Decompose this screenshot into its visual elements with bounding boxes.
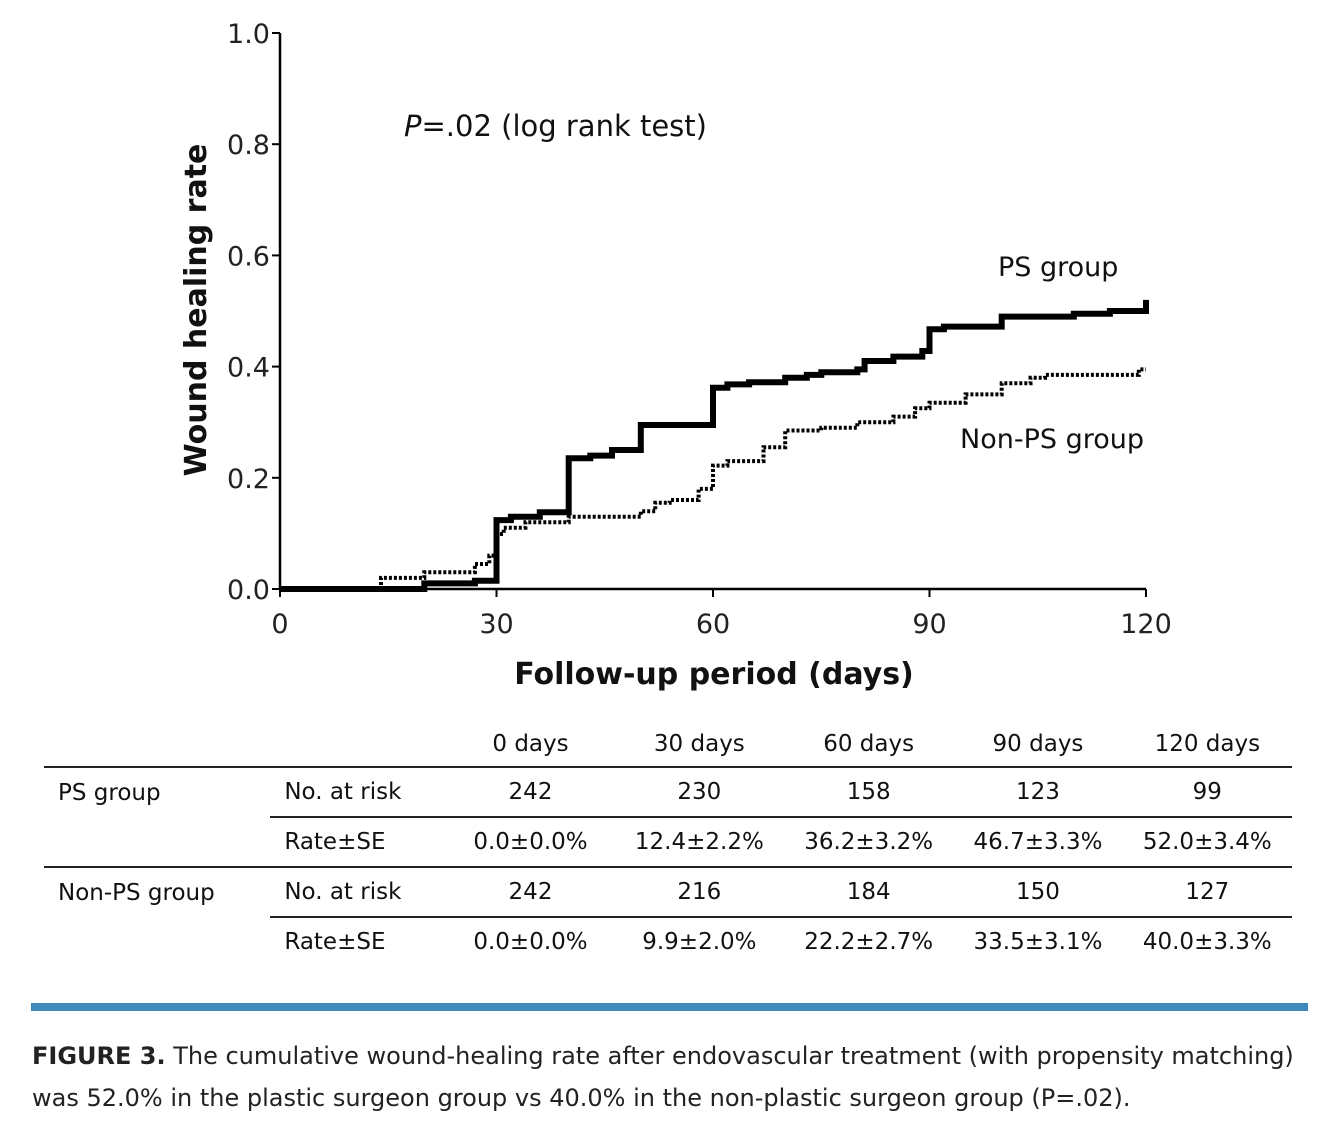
table-header-cell: 90 days xyxy=(992,731,1084,757)
series-label-ps: PS group xyxy=(998,252,1118,283)
figure-label: FIGURE 3. xyxy=(32,1042,166,1070)
table-cell: 46.7±3.3% xyxy=(953,816,1123,867)
table-cell: 0.0±0.0% xyxy=(446,816,615,867)
table-cell: 9.9±2.0% xyxy=(614,916,785,966)
caption-text: The cumulative wound-healing rate after … xyxy=(32,1042,1294,1112)
x-tick-label: 30 xyxy=(479,609,513,640)
row-group: Non-PS group xyxy=(44,866,271,917)
row-metric: No. at risk xyxy=(270,766,447,817)
x-tick-label: 0 xyxy=(271,609,288,640)
ps-group-curve xyxy=(280,299,1149,592)
table-cell: 158 xyxy=(784,766,954,817)
y-tick-label: 0.4 xyxy=(227,353,270,384)
risk-table: 0 days 30 days 60 days 90 days 120 days … xyxy=(44,722,1292,966)
row-group xyxy=(44,817,270,867)
table-cell: 184 xyxy=(784,866,954,917)
table-cell: 242 xyxy=(446,866,615,917)
table-cell: 150 xyxy=(953,866,1123,917)
x-tick-label: 60 xyxy=(696,609,730,640)
row-metric: No. at risk xyxy=(270,866,447,917)
y-tick-label: 0.2 xyxy=(227,464,270,495)
chart-series xyxy=(280,299,1149,592)
table-header-cell: 120 days xyxy=(1154,731,1261,757)
chart-ticks: 0.0 0.2 0.4 0.6 0.8 1.0 0 30 60 90 120 xyxy=(227,19,1172,640)
row-group: PS group xyxy=(44,766,271,817)
non-ps-group-curve xyxy=(280,367,1146,591)
y-tick-label: 0.6 xyxy=(227,241,270,272)
y-tick-label: 1.0 xyxy=(227,19,270,50)
table-cell: 52.0±3.4% xyxy=(1122,816,1292,867)
chart: 0.0 0.2 0.4 0.6 0.8 1.0 0 30 60 90 120 Wound heali… xyxy=(179,19,1172,692)
table-row: Rate±SE 0.0±0.0% 12.4±2.2% 36.2±3.2% 46.… xyxy=(44,816,1292,867)
figure-caption: FIGURE 3. The cumulative wound-healing r… xyxy=(32,1035,1317,1119)
table-header-blank xyxy=(270,722,446,767)
x-axis-title: Follow-up period (days) xyxy=(514,657,914,692)
caption-divider xyxy=(31,1003,1308,1011)
table-cell: 230 xyxy=(614,766,785,817)
table-header-cell: 0 days xyxy=(492,731,569,757)
table-cell: 0.0±0.0% xyxy=(446,916,615,966)
table-header-blank xyxy=(44,722,270,767)
table-cell: 33.5±3.1% xyxy=(953,916,1123,966)
table-row: Non-PS group No. at risk 242 216 184 150… xyxy=(44,866,1292,917)
table-header-row: 0 days 30 days 60 days 90 days 120 days xyxy=(44,722,1292,767)
x-tick-label: 90 xyxy=(912,609,946,640)
row-metric: Rate±SE xyxy=(270,816,447,867)
table-header-cell: 30 days xyxy=(653,731,745,757)
p-value-annotation: P=.02 (log rank test) xyxy=(404,109,707,143)
table-cell: 242 xyxy=(446,766,615,817)
table-cell: 127 xyxy=(1122,866,1292,917)
table-header-cell: 60 days xyxy=(823,731,915,757)
table-cell: 123 xyxy=(953,766,1123,817)
series-label-non-ps: Non-PS group xyxy=(960,424,1144,455)
table-cell: 36.2±3.2% xyxy=(784,816,954,867)
y-tick-label: 0.0 xyxy=(227,575,270,606)
y-axis-title: Wound healing rate xyxy=(179,144,214,477)
table-row: PS group No. at risk 242 230 158 123 99 xyxy=(44,766,1292,817)
table-cell: 216 xyxy=(614,866,785,917)
row-group xyxy=(44,917,270,966)
table-cell: 40.0±3.3% xyxy=(1122,916,1292,966)
x-tick-label: 120 xyxy=(1120,609,1172,640)
table-cell: 12.4±2.2% xyxy=(614,816,785,867)
row-metric: Rate±SE xyxy=(270,916,447,966)
table-cell: 22.2±2.7% xyxy=(784,916,954,966)
table-cell: 99 xyxy=(1122,766,1292,817)
y-tick-label: 0.8 xyxy=(227,130,270,161)
table-row: Rate±SE 0.0±0.0% 9.9±2.0% 22.2±2.7% 33.5… xyxy=(44,916,1292,966)
